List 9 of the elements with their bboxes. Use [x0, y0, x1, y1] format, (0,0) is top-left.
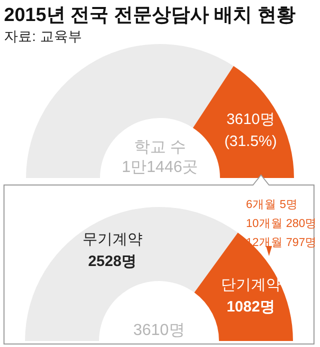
slice-label: 단기계약: [220, 276, 281, 294]
chart-title: 2015년 전국 전문상담사 배치 현황: [4, 5, 296, 26]
data-label: 1082명: [226, 298, 275, 316]
slice-label: 무기계약: [82, 231, 142, 248]
text: 3610명: [133, 322, 185, 339]
chart-subtitle: 자료: 교육부: [4, 28, 82, 44]
text: 학교 수 1만1446곳: [122, 139, 198, 176]
data-label: 3610명 (31.5%): [224, 111, 277, 150]
data-label: 2528명: [88, 253, 136, 270]
